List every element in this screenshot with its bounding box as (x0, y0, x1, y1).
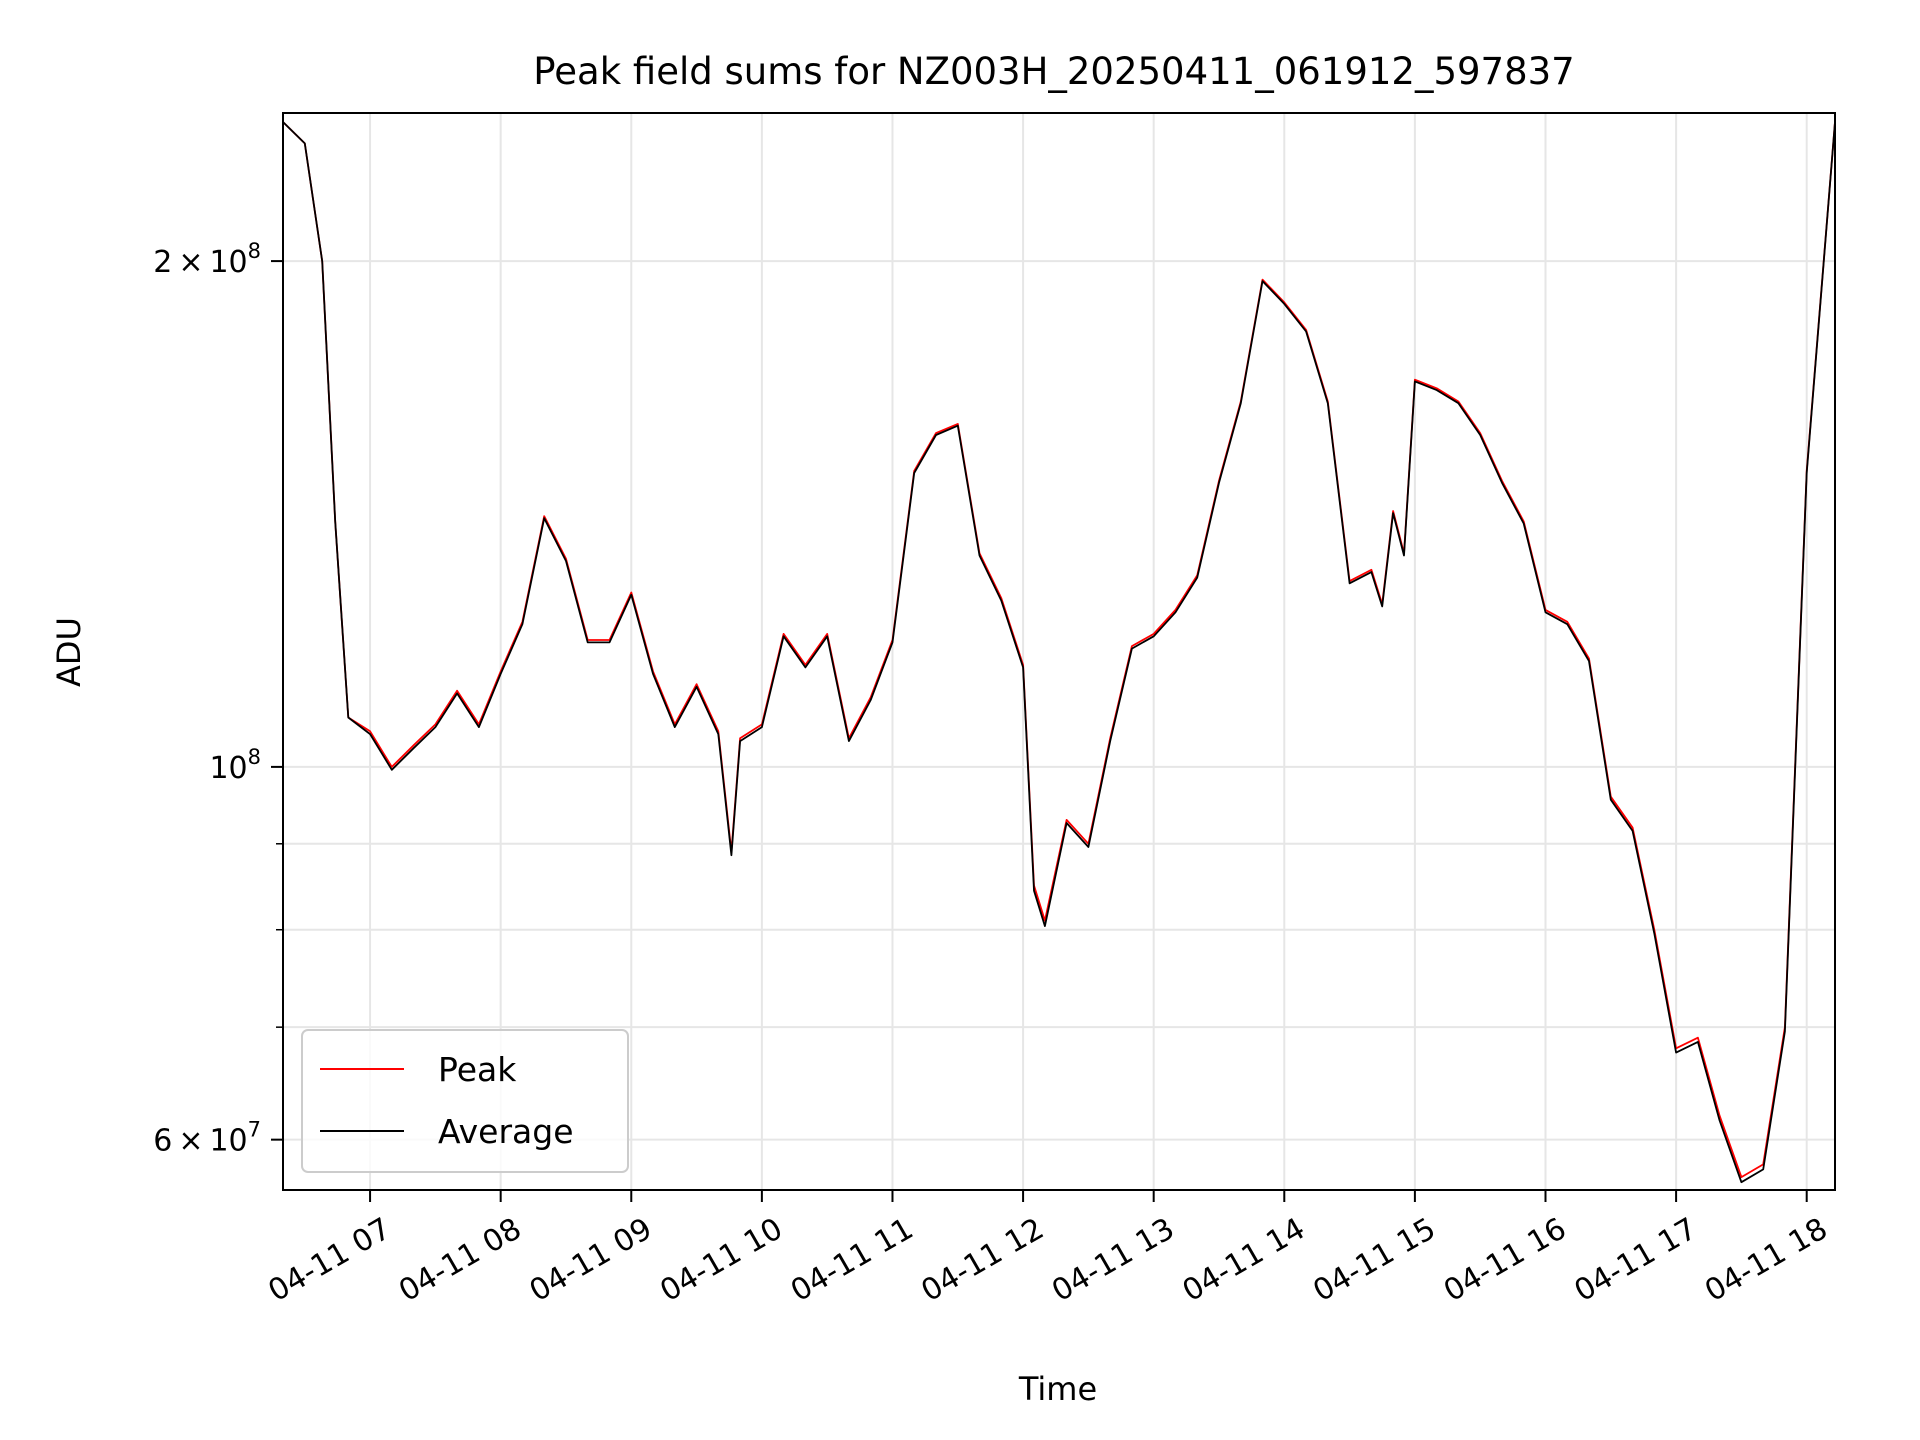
legend: Peak Average (301, 1029, 629, 1173)
series-line-average (282, 121, 1836, 1184)
y-tick-label: 6 × 107 (153, 1118, 261, 1159)
legend-label-average: Average (438, 1112, 574, 1151)
legend-label-peak: Peak (438, 1050, 517, 1089)
y-axis: 2 × 108 108 6 × 107 (153, 239, 283, 1159)
y-tick-label: 2 × 108 (153, 239, 261, 280)
plot-background (283, 113, 1835, 1190)
y-tick-label: 108 (209, 745, 261, 786)
legend-box (301, 1029, 629, 1173)
series-lines (282, 121, 1836, 1184)
x-axis-label: Time (1018, 1370, 1097, 1408)
plot-area (282, 112, 1836, 1191)
y-axis-label: ADU (50, 617, 88, 687)
chart-title: Peak field sums for NZ003H_20250411_0619… (533, 50, 1574, 93)
grid-lines (283, 113, 1835, 1190)
plot-frame (282, 112, 1836, 1191)
